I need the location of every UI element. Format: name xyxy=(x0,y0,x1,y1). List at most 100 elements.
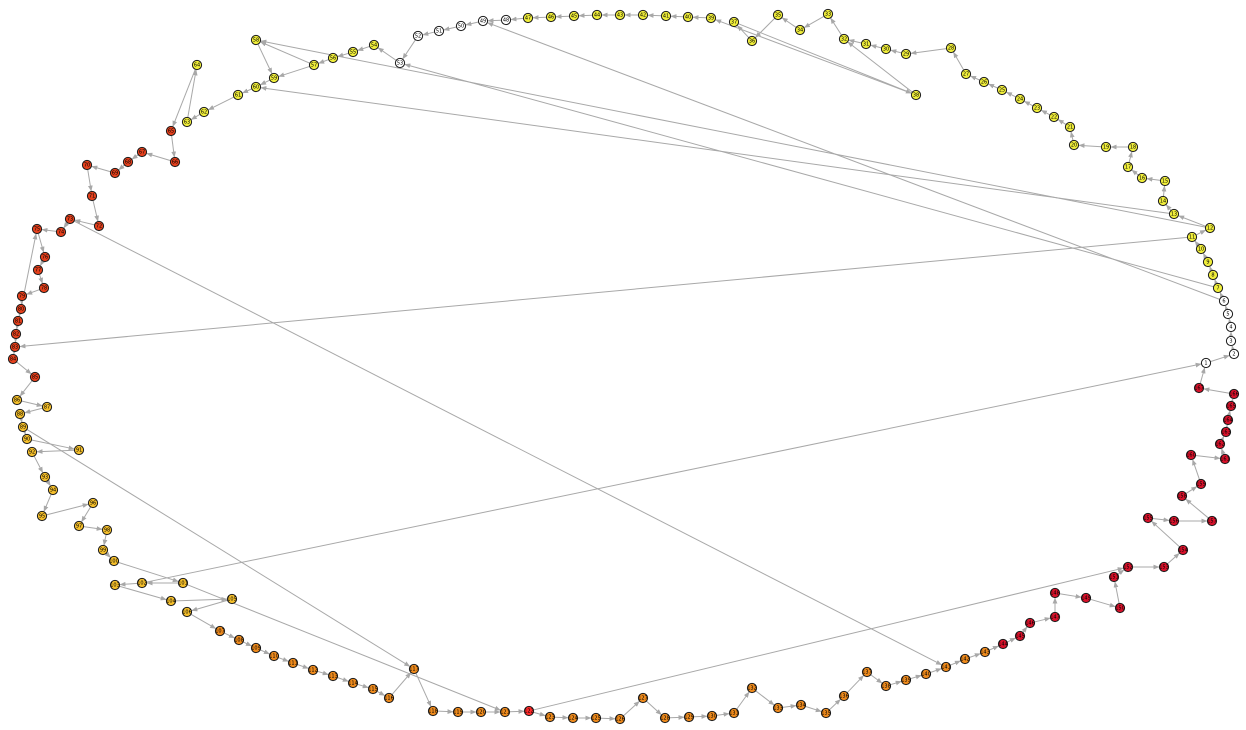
node-label: 136 xyxy=(839,693,849,699)
node-circle xyxy=(794,24,806,36)
node-label: 126 xyxy=(615,716,625,722)
graph-edge xyxy=(118,561,179,583)
graph-edge xyxy=(146,152,171,162)
node-circle xyxy=(10,328,22,340)
node-circle xyxy=(165,595,177,607)
graph-edge xyxy=(669,715,685,720)
node-circle xyxy=(73,444,85,456)
graph-node: 95 xyxy=(36,510,48,522)
graph-edge xyxy=(131,153,139,160)
node-circle xyxy=(1080,592,1092,604)
graph-edge xyxy=(437,709,454,714)
node-circle xyxy=(910,89,922,101)
node-label: 94 xyxy=(50,487,56,493)
node-circle xyxy=(165,125,177,137)
node-label: 46 xyxy=(548,14,554,20)
graph-node: 62 xyxy=(198,106,210,118)
graph-edge xyxy=(1165,204,1172,211)
graph-node: 73 xyxy=(64,213,76,225)
graph-edge xyxy=(738,23,912,94)
node-circle xyxy=(1218,295,1230,307)
graph-node: 129 xyxy=(683,711,695,723)
node-circle xyxy=(1158,561,1170,573)
node-label: 102 xyxy=(137,580,147,586)
graph-node: 162 xyxy=(1214,438,1226,450)
node-circle xyxy=(959,653,971,665)
graph-edge xyxy=(953,51,965,71)
node-circle xyxy=(544,711,556,723)
node-label: 129 xyxy=(684,714,694,720)
graph-edge xyxy=(171,135,177,158)
graph-edge xyxy=(190,613,217,629)
graph-node: 153 xyxy=(1158,561,1170,573)
graph-node: 133 xyxy=(772,702,784,714)
graph-node: 119 xyxy=(452,706,464,718)
node-label: 109 xyxy=(251,645,261,651)
node-label: 153 xyxy=(1159,564,1169,570)
graph-edge xyxy=(92,200,99,222)
node-label: 118 xyxy=(428,708,438,714)
node-circle xyxy=(347,677,359,689)
node-label: 65 xyxy=(168,128,174,134)
graph-edge xyxy=(1146,176,1161,182)
graph-node: 61 xyxy=(232,89,244,101)
graph-node: 85 xyxy=(29,371,41,383)
graph-edge xyxy=(554,715,569,720)
graph-node: 26 xyxy=(978,76,990,88)
graph-node: 84 xyxy=(7,353,19,365)
graph-node: 89 xyxy=(17,421,29,433)
node-label: 80 xyxy=(18,306,24,312)
graph-edge xyxy=(1113,581,1120,604)
graph-node: 8 xyxy=(1207,269,1219,281)
node-circle xyxy=(1225,321,1237,333)
graph-edge xyxy=(1192,459,1200,480)
graph-node: 135 xyxy=(820,707,832,719)
graph-node: 2 xyxy=(1228,348,1240,360)
node-label: 145 xyxy=(1015,633,1025,639)
node-label: 19 xyxy=(1103,144,1109,150)
graph-node: 44 xyxy=(591,9,603,21)
node-circle xyxy=(412,30,424,42)
node-label: 110 xyxy=(269,653,279,659)
node-label: 137 xyxy=(862,669,872,675)
node-label: 61 xyxy=(235,92,241,98)
node-label: 167 xyxy=(1194,385,1204,391)
edge-layer xyxy=(12,12,1236,721)
graph-node: 105 xyxy=(226,593,238,605)
node-circle xyxy=(14,408,26,420)
graph-node: 58 xyxy=(250,34,262,46)
graph-node: 28 xyxy=(945,42,957,54)
node-label: 23 xyxy=(1034,105,1040,111)
node-label: 152 xyxy=(1123,564,1133,570)
graph-edge xyxy=(1226,410,1232,417)
graph-edge xyxy=(870,44,882,49)
node-circle xyxy=(233,634,245,646)
node-label: 119 xyxy=(453,709,463,715)
graph-node: 59 xyxy=(268,72,280,84)
node-label: 25 xyxy=(999,87,1005,93)
node-label: 72 xyxy=(96,223,102,229)
node-circle xyxy=(232,89,244,101)
node-label: 15 xyxy=(1162,178,1168,184)
graph-edge xyxy=(43,494,52,512)
node-label: 157 xyxy=(1207,518,1217,524)
node-circle xyxy=(1212,282,1224,294)
node-circle xyxy=(1193,382,1205,394)
graph-edge xyxy=(1199,367,1206,384)
node-circle xyxy=(838,690,850,702)
graph-node: 145 xyxy=(1014,630,1026,642)
node-circle xyxy=(1177,544,1189,556)
node-label: 154 xyxy=(1178,547,1188,553)
node-circle xyxy=(198,106,210,118)
graph-node: 71 xyxy=(86,190,98,202)
graph-edge xyxy=(278,657,289,662)
node-label: 95 xyxy=(39,513,45,519)
node-label: 68 xyxy=(125,159,131,165)
graph-edge xyxy=(509,709,525,714)
node-circle xyxy=(41,401,53,413)
node-label: 18 xyxy=(1130,144,1136,150)
node-circle xyxy=(960,68,972,80)
node-label: 122 xyxy=(524,708,534,714)
node-circle xyxy=(1220,426,1232,438)
graph-edge xyxy=(278,65,310,78)
